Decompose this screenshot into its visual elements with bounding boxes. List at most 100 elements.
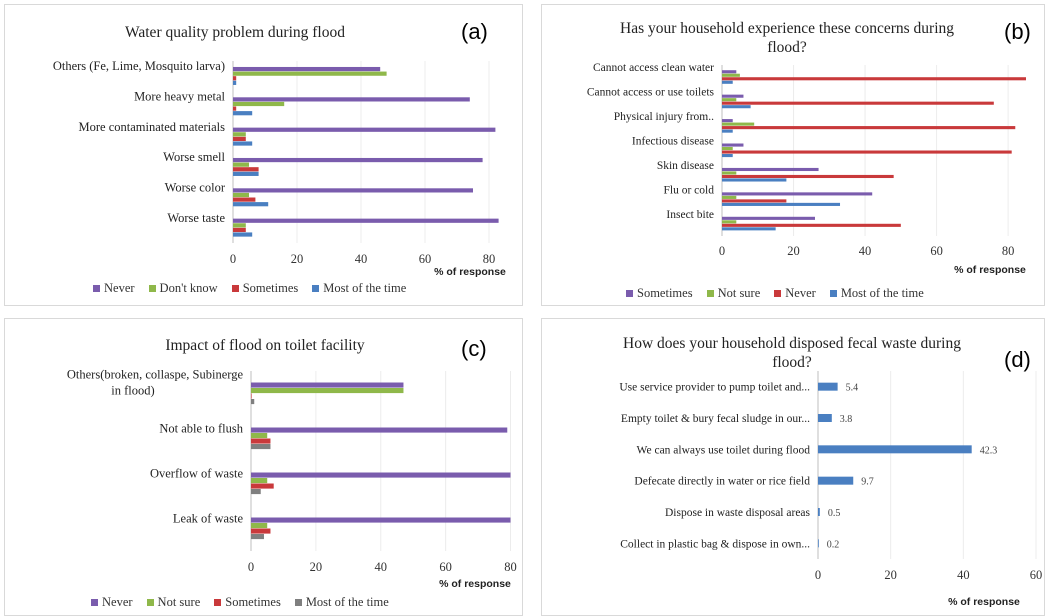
category-label: More heavy metal (134, 90, 225, 104)
chart-plot-a: 0 20 40 60 80 Others (Fe, Lime, Mosquito larv… (53, 59, 506, 278)
bar-not-sure-cannot-access-or-use-toilets (722, 98, 737, 102)
bar-never-cannot-access-or-use-toilets (722, 101, 994, 105)
x-tick-label: 80 (483, 252, 496, 266)
category-label: Others (Fe, Lime, Mosquito larva) (53, 59, 225, 73)
bar-sometimes-overflow-of-waste (251, 483, 274, 489)
legend-item-never: Never (774, 286, 816, 301)
bar-we-can-always-use-toilet-during-flood (818, 445, 972, 454)
chart-title-b: Has your household experience these conc… (620, 20, 954, 56)
bar-never-worse-color (233, 188, 473, 193)
panel-letter-a: (a) (461, 19, 488, 44)
category-label: Use service provider to pump toilet and.… (619, 382, 810, 394)
legend-label: Never (104, 281, 135, 295)
category-label: Cannot access clean water (593, 62, 714, 74)
legend-item-never: Never (91, 595, 133, 610)
bar-never-cannot-access-clean-water (722, 77, 1026, 81)
category-label: Worse taste (167, 211, 225, 225)
x-tick-label: 40 (375, 560, 388, 574)
bar-most-of-the-time-leak-of-waste (251, 534, 264, 540)
chart-panel-b: Has your household experience these conc… (541, 4, 1045, 306)
category-label: Infectious disease (632, 136, 714, 148)
bar-not-sure-infectious-disease (722, 147, 733, 151)
bar-sometimes-cannot-access-or-use-toilets (722, 94, 744, 98)
legend-c: Never Not sure Sometimes Most of the time (91, 595, 389, 610)
bar-never-not-able-to-flush (251, 427, 508, 433)
legend-label: Don't know (159, 281, 218, 295)
category-label: Overflow of waste (150, 467, 243, 481)
bar-never-overflow-of-waste (251, 472, 511, 478)
legend-label: Never (785, 286, 816, 300)
bar-don-t-know-worse-smell (233, 162, 249, 167)
category-label: Cannot access or use toilets (587, 87, 715, 99)
bar-sometimes-infectious-disease (722, 143, 744, 147)
bar-not-sure-skin-disease (722, 171, 737, 175)
bar-never-worse-taste (233, 218, 499, 223)
bar-never-others-fe-lime-mosquito-larva (233, 66, 381, 72)
bar-don-t-know-more-heavy-metal (233, 101, 285, 107)
legend-swatch (91, 599, 98, 606)
chart-title-c: Impact of flood on toilet facility (165, 337, 365, 354)
category-label: Dispose in waste disposal areas (665, 507, 811, 519)
bar-empty-toilet-bury-fecal-sludge-in-our (818, 414, 832, 422)
legend-item-most-of-the-time: Most of the time (294, 595, 389, 610)
bar-most-of-the-time-skin-disease (722, 178, 787, 182)
chart-plot-b: 0 20 40 60 80 Cannot access clean water Cannot… (587, 62, 1026, 276)
bar-most-of-the-time-cannot-access-clean-water (722, 80, 733, 84)
legend-label: Sometimes (637, 286, 693, 300)
x-tick-label: 60 (930, 244, 943, 258)
legend-item-sometimes: Sometimes (231, 281, 299, 296)
x-tick-label: 80 (1002, 244, 1015, 258)
bar-don-t-know-more-contaminated-materials (233, 132, 246, 137)
bar-never-more-heavy-metal (233, 97, 470, 102)
legend-label: Most of the time (840, 286, 924, 300)
panel-letter-b: (b) (1004, 19, 1031, 44)
legend-label: Never (102, 595, 133, 609)
legend-label: Not sure (157, 595, 201, 609)
bar-sometimes-others-broken-collaspe-subinerge-in-flood (251, 393, 252, 399)
legend-b: Sometimes Not sure Never Most of the time (626, 286, 924, 301)
x-tick-label: 40 (957, 568, 970, 582)
legend-label: Most of the time (305, 595, 389, 609)
category-label: Collect in plastic bag & dispose in own.… (620, 538, 810, 550)
bar-most-of-the-time-physical-injury-from (722, 129, 733, 133)
bar-sometimes-worse-color (233, 197, 256, 202)
bar-never-infectious-disease (722, 150, 1012, 154)
legend-item-most-of-the-time: Most of the time (312, 281, 406, 296)
bar-most-of-the-time-flu-or-cold (722, 202, 841, 206)
panel-letter-c: (c) (461, 336, 487, 361)
bar-defecate-directly-in-water-or-rice-field (818, 476, 854, 485)
legend-item-sometimes: Sometimes (214, 595, 281, 610)
x-tick-label: 20 (787, 244, 800, 258)
legend-swatch (214, 599, 222, 606)
x-tick-label: 0 (248, 560, 254, 574)
x-axis-label: % of response (439, 578, 511, 590)
bar-sometimes-others-fe-lime-mosquito-larva (233, 76, 237, 81)
bar-sometimes-skin-disease (722, 167, 819, 172)
bar-never-flu-or-cold (722, 199, 787, 203)
data-label: 0.2 (827, 539, 840, 550)
data-label: 9.7 (861, 477, 874, 488)
legend-swatch (706, 290, 714, 297)
legend-item-never: Never (93, 281, 135, 296)
bar-use-service-provider-to-pump-toilet-and (818, 382, 838, 391)
bar-most-of-the-time-others-broken-collaspe-subinerge-in-flood (251, 399, 255, 405)
data-label: 42.3 (980, 445, 998, 456)
x-tick-label: 80 (504, 560, 517, 574)
bar-most-of-the-time-worse-smell (233, 171, 259, 176)
legend-swatch (146, 599, 154, 606)
x-tick-label: 20 (291, 252, 304, 266)
bar-sometimes-leak-of-waste (251, 528, 271, 534)
legend-label: Sometimes (242, 281, 299, 295)
category-label: Empty toilet & bury fecal sludge in our.… (621, 413, 810, 425)
bar-most-of-the-time-not-able-to-flush (251, 444, 271, 450)
x-axis-label: % of response (434, 266, 506, 278)
chart-title-d: How does your household disposed fecal w… (623, 335, 961, 371)
bar-sometimes-flu-or-cold (722, 192, 873, 196)
legend-swatch (294, 599, 302, 606)
data-label: 5.4 (846, 383, 859, 394)
bar-not-sure-flu-or-cold (722, 195, 737, 199)
bar-not-sure-others-broken-collaspe-subinerge-in-flood (251, 388, 404, 394)
data-label: 3.8 (840, 414, 853, 425)
category-label: Defecate directly in water or rice field (634, 476, 810, 488)
category-label: Worse color (165, 181, 226, 195)
